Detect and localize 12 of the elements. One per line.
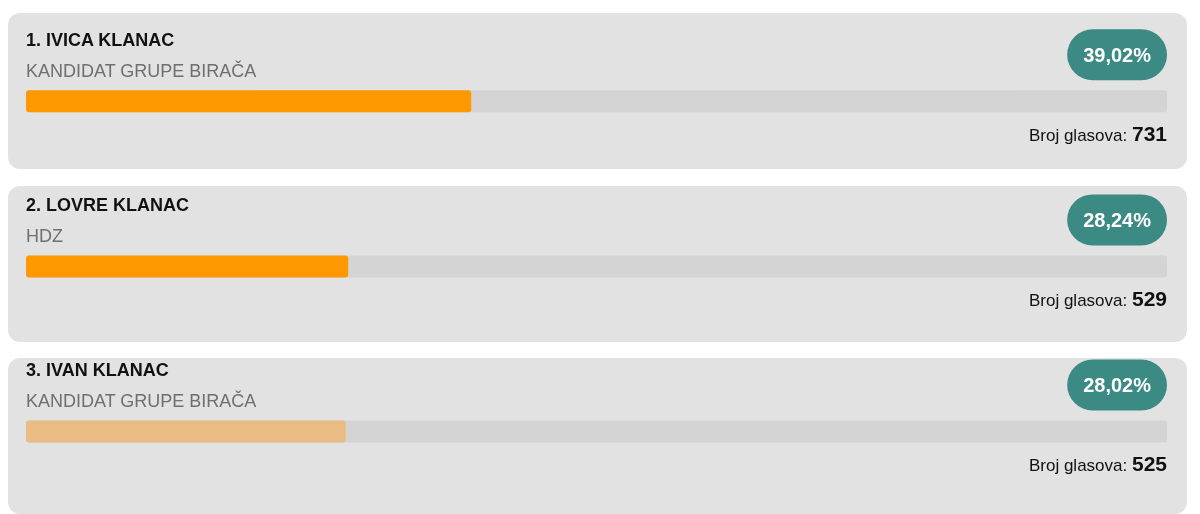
y-tick-label: 3. IVAN KLANAC (26, 360, 169, 381)
data-label: 28,24% (1083, 208, 1152, 231)
y-tick-label: 1. IVICA KLANAC (26, 30, 175, 51)
annotation: KANDIDAT GRUPE BIRAČA (26, 60, 257, 82)
data-label: 28,02% (1083, 373, 1152, 396)
y-tick-label: 2. LOVRE KLANAC (26, 195, 190, 216)
annotation: Broj glasova: 525 (1028, 452, 1167, 477)
annotation: Broj glasova: 529 (1028, 287, 1167, 312)
data-label: 39,02% (1083, 43, 1152, 66)
annotation: Broj glasova: 731 (1028, 122, 1167, 147)
annotation: HDZ (26, 226, 63, 247)
annotation: KANDIDAT GRUPE BIRAČA (26, 391, 257, 412)
